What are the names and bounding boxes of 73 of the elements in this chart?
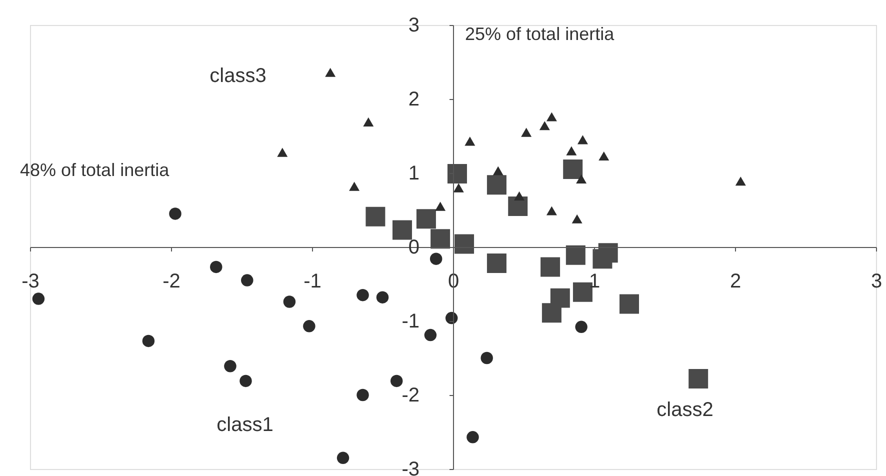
point (688, 368, 708, 388)
point (486, 254, 506, 274)
point (566, 146, 577, 156)
point (240, 374, 252, 388)
point (542, 303, 562, 323)
annotation: class3 (210, 65, 266, 87)
point (392, 220, 412, 240)
point (303, 320, 316, 332)
x-tick-label: -3 (22, 270, 40, 292)
y-tick-label: -1 (402, 310, 420, 332)
x-axis-title: 48% of total inertia (20, 160, 170, 180)
point (492, 166, 504, 176)
point (466, 431, 479, 444)
annotation: class1 (216, 414, 274, 436)
point (514, 191, 525, 200)
point (486, 175, 506, 195)
point (356, 388, 369, 402)
annotation: class2 (656, 399, 714, 421)
x-tick-label: 1 (588, 270, 600, 292)
y-tick-label: 3 (408, 14, 420, 36)
point (283, 296, 296, 308)
point (277, 148, 288, 157)
point (572, 214, 582, 224)
x-tick-label: -1 (304, 270, 322, 292)
point (598, 243, 618, 263)
point (445, 312, 458, 324)
point (390, 374, 403, 388)
point (366, 206, 386, 226)
point (480, 352, 493, 364)
point (546, 206, 557, 216)
point (349, 182, 360, 191)
point (356, 288, 369, 302)
point (336, 452, 350, 464)
point (735, 176, 746, 186)
point (210, 260, 222, 274)
point (546, 112, 557, 122)
point (454, 234, 474, 254)
point (508, 196, 528, 216)
y-tick-label: -2 (402, 384, 420, 406)
point (576, 174, 587, 184)
point (142, 334, 155, 348)
point (430, 252, 442, 265)
point (169, 208, 182, 220)
point (424, 328, 437, 342)
point (416, 209, 436, 229)
point (453, 183, 464, 192)
x-tick-label: 2 (730, 270, 742, 292)
point (430, 229, 450, 249)
point (435, 202, 446, 211)
x-tick-label: -2 (162, 270, 180, 292)
point (539, 121, 550, 130)
point (575, 320, 588, 334)
point (521, 128, 532, 137)
point (577, 135, 588, 144)
y-axis-title: 25% of total inertia (465, 24, 616, 44)
point (241, 274, 254, 286)
y-tick-label: 1 (408, 162, 420, 184)
y-tick-label: 2 (408, 88, 420, 110)
point (224, 360, 236, 372)
point (566, 245, 586, 265)
point (32, 292, 45, 305)
point (563, 160, 583, 180)
point (376, 291, 389, 304)
point (363, 117, 374, 126)
point (572, 282, 592, 302)
point (620, 294, 639, 314)
point (464, 136, 476, 146)
point (598, 151, 610, 161)
point (447, 164, 467, 184)
y-tick-label: -3 (402, 458, 420, 476)
point (540, 257, 560, 277)
point (325, 68, 336, 77)
x-tick-label: 3 (870, 270, 882, 292)
